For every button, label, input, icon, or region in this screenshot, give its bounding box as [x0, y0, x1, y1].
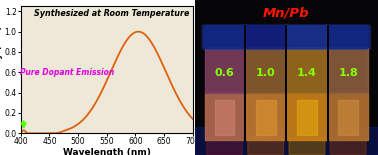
FancyBboxPatch shape	[330, 138, 366, 155]
Bar	[297, 100, 317, 135]
FancyBboxPatch shape	[207, 138, 242, 155]
FancyBboxPatch shape	[245, 26, 287, 49]
FancyBboxPatch shape	[328, 26, 369, 49]
FancyBboxPatch shape	[204, 26, 245, 49]
FancyBboxPatch shape	[285, 25, 329, 50]
FancyBboxPatch shape	[289, 138, 325, 155]
Bar	[338, 100, 358, 135]
FancyBboxPatch shape	[287, 26, 328, 49]
Text: 0.6: 0.6	[215, 68, 234, 78]
Bar	[246, 46, 285, 93]
X-axis label: Wavelength (nm): Wavelength (nm)	[63, 148, 151, 155]
FancyBboxPatch shape	[243, 25, 288, 50]
Bar	[246, 93, 285, 140]
Bar	[256, 100, 276, 135]
Text: 1.8: 1.8	[338, 68, 358, 78]
Bar	[205, 93, 244, 140]
Text: 1.4: 1.4	[297, 68, 317, 78]
Bar	[215, 100, 234, 135]
Text: Synthesized at Room Temperature: Synthesized at Room Temperature	[34, 9, 189, 18]
Y-axis label: PL Intensity (a.u): PL Intensity (a.u)	[0, 26, 3, 114]
Text: 1.0: 1.0	[256, 68, 276, 78]
Bar	[195, 127, 378, 155]
Bar	[287, 46, 327, 93]
Bar	[328, 93, 368, 140]
Text: Pure Dopant Emission: Pure Dopant Emission	[20, 68, 114, 77]
FancyBboxPatch shape	[202, 25, 247, 50]
Bar	[287, 93, 327, 140]
FancyBboxPatch shape	[248, 138, 284, 155]
Text: Mn/Pb: Mn/Pb	[263, 7, 310, 20]
Bar	[328, 46, 368, 93]
FancyBboxPatch shape	[326, 25, 371, 50]
Bar	[205, 46, 244, 93]
